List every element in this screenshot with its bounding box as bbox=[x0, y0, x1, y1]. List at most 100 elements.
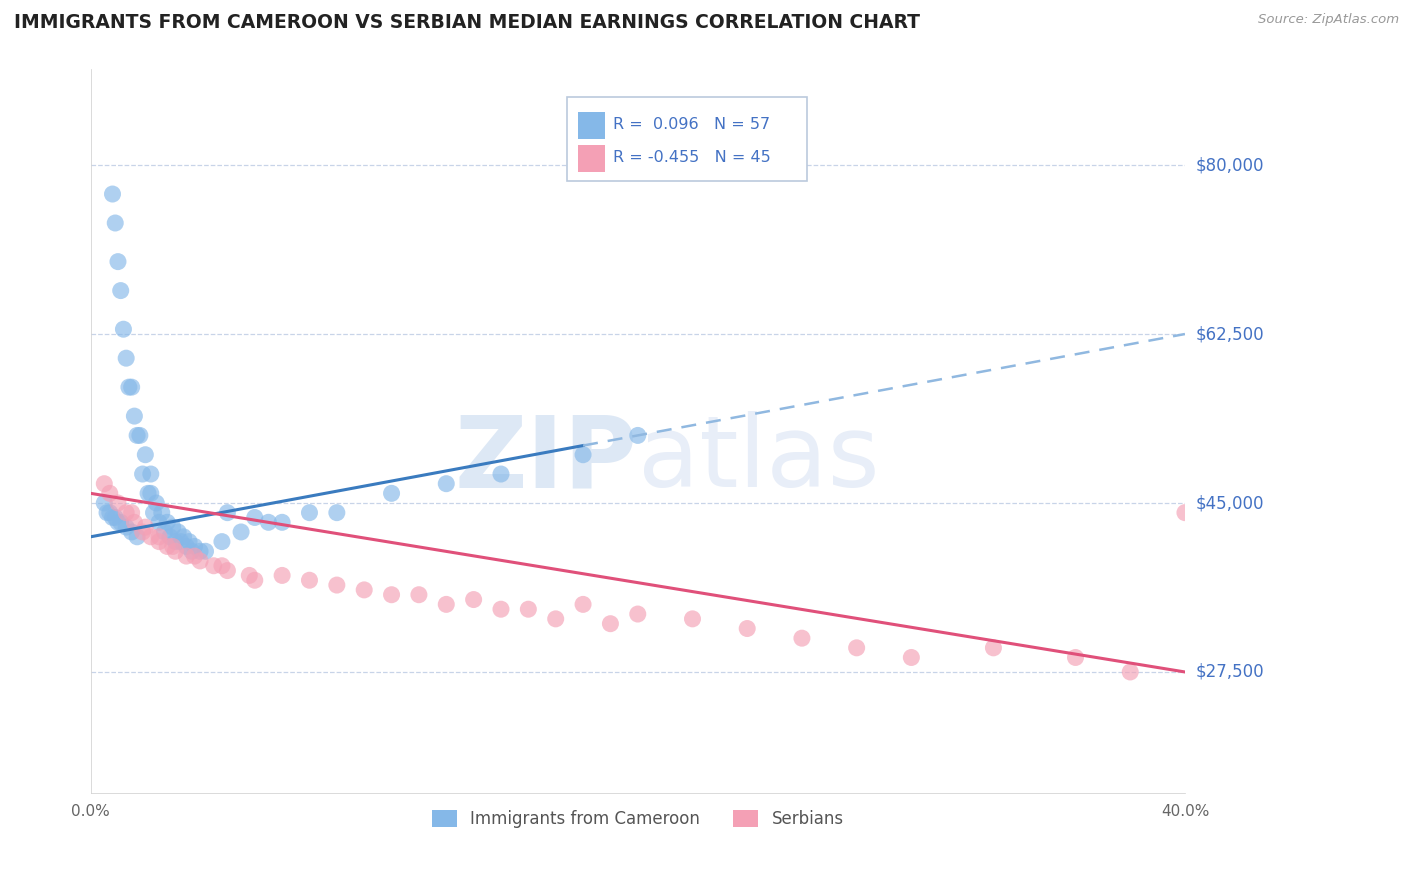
Point bbox=[845, 640, 868, 655]
Text: atlas: atlas bbox=[638, 411, 879, 508]
Point bbox=[353, 582, 375, 597]
Point bbox=[298, 506, 321, 520]
Point bbox=[156, 540, 179, 554]
Point bbox=[112, 322, 135, 336]
Point bbox=[243, 573, 266, 587]
Text: $27,500: $27,500 bbox=[1197, 663, 1264, 681]
Point bbox=[1119, 665, 1142, 679]
Point bbox=[121, 380, 143, 394]
Point bbox=[127, 428, 149, 442]
Point bbox=[128, 428, 150, 442]
Point bbox=[217, 506, 239, 520]
Point bbox=[167, 524, 190, 539]
Point bbox=[101, 510, 124, 524]
Point bbox=[162, 540, 184, 554]
Bar bbox=[578, 145, 605, 172]
Point bbox=[131, 524, 153, 539]
Point bbox=[257, 516, 280, 530]
Point bbox=[118, 380, 141, 394]
Point bbox=[101, 187, 124, 202]
Point bbox=[517, 602, 540, 616]
Point bbox=[1174, 506, 1197, 520]
Point bbox=[98, 506, 121, 520]
Point bbox=[271, 568, 294, 582]
Text: IMMIGRANTS FROM CAMEROON VS SERBIAN MEDIAN EARNINGS CORRELATION CHART: IMMIGRANTS FROM CAMEROON VS SERBIAN MEDI… bbox=[14, 13, 920, 32]
Point bbox=[110, 284, 132, 298]
Point bbox=[107, 516, 129, 530]
Point bbox=[165, 534, 187, 549]
Point bbox=[139, 486, 162, 500]
Point bbox=[148, 530, 170, 544]
Point bbox=[489, 602, 512, 616]
Text: $62,500: $62,500 bbox=[1197, 325, 1264, 343]
Point bbox=[572, 448, 595, 462]
Point bbox=[124, 409, 146, 423]
Point bbox=[96, 506, 118, 520]
Point bbox=[735, 622, 758, 636]
Point bbox=[188, 544, 211, 558]
Point bbox=[627, 607, 650, 621]
Point bbox=[134, 520, 156, 534]
Point bbox=[271, 516, 294, 530]
Point bbox=[627, 428, 650, 442]
Point bbox=[121, 506, 143, 520]
Point bbox=[682, 612, 704, 626]
Point bbox=[183, 549, 205, 563]
Point bbox=[107, 254, 129, 268]
Point bbox=[98, 486, 121, 500]
Point bbox=[150, 506, 173, 520]
Point bbox=[380, 588, 402, 602]
Point bbox=[243, 510, 266, 524]
Point bbox=[148, 534, 170, 549]
Point bbox=[145, 496, 167, 510]
Point bbox=[217, 564, 239, 578]
Point bbox=[790, 631, 813, 645]
Point bbox=[900, 650, 922, 665]
Point bbox=[139, 467, 162, 481]
Point bbox=[238, 568, 260, 582]
Text: R =  0.096   N = 57: R = 0.096 N = 57 bbox=[613, 117, 769, 132]
Point bbox=[115, 351, 138, 366]
Point bbox=[162, 520, 184, 534]
Point bbox=[121, 524, 143, 539]
Point bbox=[107, 496, 129, 510]
Point bbox=[156, 516, 179, 530]
Point bbox=[110, 516, 132, 530]
Point bbox=[93, 496, 115, 510]
Point bbox=[170, 534, 193, 549]
Point bbox=[983, 640, 1005, 655]
Point bbox=[139, 530, 162, 544]
Point bbox=[115, 520, 138, 534]
Point bbox=[188, 554, 211, 568]
Legend: Immigrants from Cameroon, Serbians: Immigrants from Cameroon, Serbians bbox=[425, 804, 851, 835]
Point bbox=[572, 598, 595, 612]
Point bbox=[142, 506, 165, 520]
Point bbox=[173, 530, 195, 544]
Point bbox=[434, 476, 457, 491]
Point bbox=[104, 510, 127, 524]
Text: $45,000: $45,000 bbox=[1197, 494, 1264, 512]
Point bbox=[298, 573, 321, 587]
Point bbox=[326, 578, 349, 592]
Point bbox=[380, 486, 402, 500]
Point bbox=[183, 540, 205, 554]
Point bbox=[229, 524, 252, 539]
Bar bbox=[578, 112, 605, 139]
Point bbox=[104, 216, 127, 230]
Point bbox=[136, 486, 159, 500]
FancyBboxPatch shape bbox=[567, 97, 807, 181]
Point bbox=[211, 534, 233, 549]
Point bbox=[115, 506, 138, 520]
Point bbox=[211, 558, 233, 573]
Point bbox=[177, 534, 200, 549]
Point bbox=[194, 544, 217, 558]
Text: Source: ZipAtlas.com: Source: ZipAtlas.com bbox=[1258, 13, 1399, 27]
Point bbox=[148, 516, 170, 530]
Point bbox=[544, 612, 567, 626]
Point bbox=[599, 616, 621, 631]
Point bbox=[176, 540, 198, 554]
Point bbox=[131, 467, 153, 481]
Point bbox=[134, 448, 156, 462]
Point bbox=[326, 506, 349, 520]
Point bbox=[463, 592, 485, 607]
